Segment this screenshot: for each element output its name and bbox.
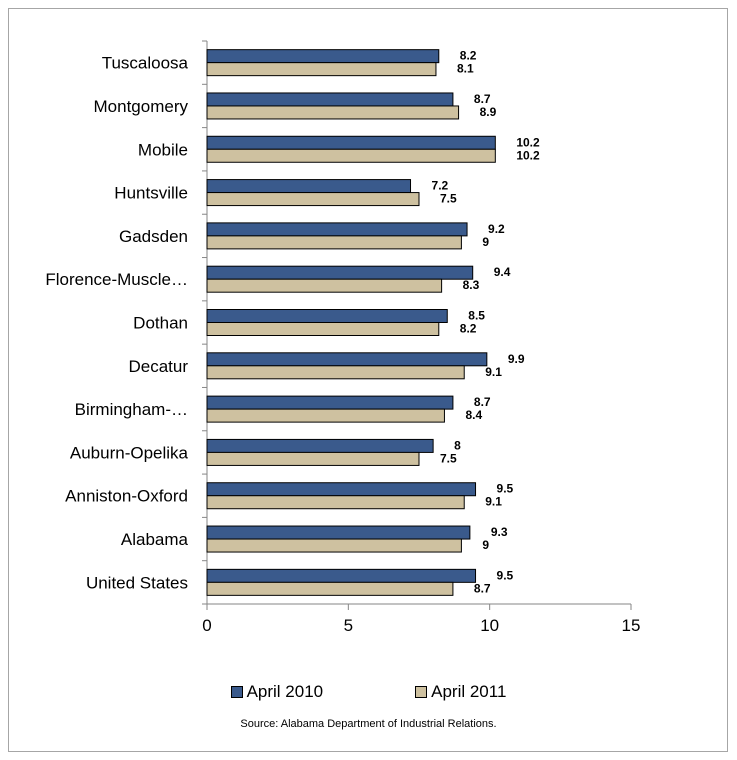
bar-april-2010-auburn-opelika [206,438,434,453]
value-label-april-2010-huntsville: 7.2 [432,179,449,193]
value-label-april-2011-dothan: 8.2 [460,322,477,336]
bar-april-2010-mobile [206,135,496,150]
category-label-huntsville: Huntsville [114,184,188,203]
bar-april-2011-montgomery [206,105,460,120]
bar-april-2010-florence-muscle [206,265,474,280]
value-label-april-2010-mobile: 10.2 [516,135,540,149]
value-label-april-2011-huntsville: 7.5 [440,192,457,206]
bar-april-2011-birmingham [206,408,445,423]
category-label-florence-muscle: Florence-Muscle… [45,270,188,289]
value-label-april-2010-florence-muscle: 9.4 [494,265,511,279]
value-label-april-2011-mobile: 10.2 [516,148,540,162]
bar-april-2010-huntsville [206,179,412,194]
bar-april-2010-united-states [206,568,477,583]
value-label-april-2011-united-states: 8.7 [474,581,491,595]
value-label-april-2010-gadsden: 9.2 [488,222,505,236]
value-label-april-2010-montgomery: 8.7 [474,92,491,106]
bar-april-2010-gadsden [206,222,468,237]
bar-april-2010-tuscaloosa [206,49,440,64]
bar-april-2011-gadsden [206,235,462,250]
bar-april-2011-united-states [206,581,454,596]
legend: April 2010 April 2011 [0,682,737,702]
bar-april-2011-alabama [206,538,462,553]
x-tick-label: 10 [480,616,499,635]
bar-april-2011-auburn-opelika [206,451,420,466]
value-label-april-2010-united-states: 9.5 [497,568,514,582]
value-label-april-2010-dothan: 8.5 [468,309,485,323]
value-label-april-2011-anniston-oxford: 9.1 [485,495,502,509]
bar-april-2011-dothan [206,322,440,336]
value-label-april-2010-anniston-oxford: 9.5 [497,482,514,496]
category-label-mobile: Mobile [138,140,188,159]
value-label-april-2011-tuscaloosa: 8.1 [457,62,474,76]
value-label-april-2011-montgomery: 8.9 [480,105,497,119]
value-label-april-2010-alabama: 9.3 [491,525,508,539]
category-label-decatur: Decatur [128,357,188,376]
legend-swatch-april-2011 [415,686,428,698]
bar-april-2010-decatur [206,352,488,367]
category-label-anniston-oxford: Anniston-Oxford [65,487,188,506]
chart-frame [8,8,728,752]
value-label-april-2011-alabama: 9 [482,538,489,552]
x-tick-label: 5 [344,616,353,635]
bar-april-2011-tuscaloosa [206,62,437,77]
legend-item-april-2010: April 2010 [230,682,324,702]
x-tick-label: 15 [622,616,641,635]
category-label-gadsden: Gadsden [119,227,188,246]
legend-swatch-april-2010 [230,686,243,698]
bar-april-2011-huntsville [206,192,420,207]
bar-april-2010-anniston-oxford [206,482,477,497]
category-label-united-states: United States [86,573,188,592]
value-label-april-2011-birmingham: 8.4 [465,408,482,422]
category-label-birmingham: Birmingham-… [75,400,188,419]
legend-label-april-2011: April 2011 [431,682,507,701]
x-tick-label: 0 [202,616,211,635]
bar-april-2011-mobile [206,148,496,163]
value-label-april-2010-tuscaloosa: 8.2 [460,49,477,63]
bar-april-2011-florence-muscle [206,278,443,293]
value-label-april-2010-birmingham: 8.7 [474,395,491,409]
value-label-april-2011-gadsden: 9 [482,235,489,249]
value-label-april-2011-florence-muscle: 8.3 [463,278,480,292]
bar-april-2010-alabama [206,525,471,540]
value-label-april-2010-decatur: 9.9 [508,352,525,366]
bar-april-2010-dothan [206,309,448,323]
category-label-montgomery: Montgomery [94,97,189,116]
category-label-alabama: Alabama [121,530,189,549]
legend-item-april-2011: April 2011 [415,682,506,702]
legend-label-april-2010: April 2010 [246,682,324,701]
value-label-april-2011-decatur: 9.1 [485,365,502,379]
source-note: Source: Alabama Department of Industrial… [240,718,497,730]
value-label-april-2011-auburn-opelika: 7.5 [440,451,457,465]
bar-april-2010-birmingham [206,395,454,410]
bar-april-2010-montgomery [206,92,454,107]
value-label-april-2010-auburn-opelika: 8 [454,438,461,452]
category-label-auburn-opelika: Auburn-Opelika [70,443,189,462]
bar-april-2011-anniston-oxford [206,495,465,510]
category-label-dothan: Dothan [133,314,188,333]
bar-april-2011-decatur [206,365,465,380]
category-label-tuscaloosa: Tuscaloosa [102,54,189,73]
